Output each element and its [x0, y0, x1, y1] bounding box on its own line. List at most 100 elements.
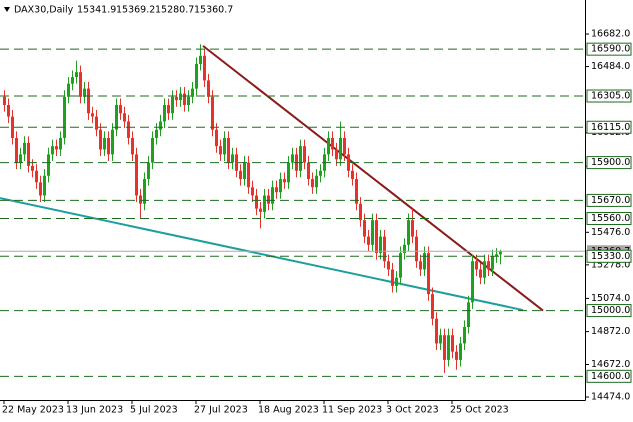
candle-body [219, 146, 222, 155]
level-box [586, 211, 632, 225]
candle-body [411, 220, 414, 237]
candle-body [95, 116, 98, 130]
candle-body [475, 261, 478, 270]
level-box [586, 249, 632, 263]
menu-arrow [4, 7, 10, 12]
candle-body [395, 277, 398, 286]
candle-body [227, 137, 230, 163]
candle-body [455, 351, 458, 360]
candle-body [187, 96, 190, 106]
candle-body [43, 175, 46, 196]
candle-body [167, 105, 170, 114]
candle-body [71, 77, 74, 84]
candle-body [443, 335, 446, 360]
candle-body [239, 170, 242, 180]
level-label: 15000.0 [591, 305, 630, 316]
candle-body [147, 162, 150, 180]
candle-body [499, 251, 502, 255]
x-tick-label: 25 Oct 2023 [450, 405, 509, 416]
y-tick-label: 16682.0 [591, 29, 630, 40]
candle-body [279, 179, 282, 193]
candle-body [243, 162, 246, 180]
candle-body [471, 261, 474, 303]
trendline [0, 197, 524, 312]
x-tick-label: 5 Jul 2023 [130, 405, 178, 416]
candle-body [247, 162, 250, 188]
candle-body [271, 187, 274, 204]
candle-body [427, 253, 430, 295]
candle-body [299, 146, 302, 171]
candle-body [399, 253, 402, 278]
level-label: 15330.0 [591, 251, 630, 262]
candle-body [351, 170, 354, 180]
candle-body [139, 195, 142, 204]
candle-body [379, 236, 382, 254]
candle-body [83, 88, 86, 97]
candle-body [311, 179, 314, 188]
candle-body [131, 137, 134, 155]
level-box [586, 304, 632, 318]
y-tick-label: 14872.0 [591, 326, 630, 337]
candle-body [163, 105, 166, 122]
candle-body [447, 335, 450, 360]
candle-body [23, 142, 26, 155]
level-box [586, 193, 632, 207]
candle-body [35, 170, 38, 183]
candle-body [27, 142, 30, 166]
candle-body [55, 146, 58, 150]
candle-body [19, 154, 22, 163]
candle-body [31, 165, 34, 171]
level-box [586, 42, 632, 56]
candle-body [91, 113, 94, 117]
candle-body [79, 72, 82, 97]
candle-body [199, 55, 202, 64]
candle-body [175, 96, 178, 101]
candle-body [171, 96, 174, 114]
candle-body [435, 318, 438, 344]
candle-body [235, 154, 238, 171]
x-tick-label: 27 Jul 2023 [194, 405, 248, 416]
candle-body [367, 236, 370, 245]
candle-body [123, 113, 126, 122]
candle-body [191, 88, 194, 97]
candle-body [407, 220, 410, 245]
y-tick-label: 14672.0 [591, 359, 630, 370]
candle-body [467, 302, 470, 328]
header-high: 15369.2 [116, 5, 155, 16]
candle-body [107, 137, 110, 155]
candle-body [207, 80, 210, 97]
candle-body [419, 261, 422, 270]
candle-body [391, 269, 394, 286]
candle-body [135, 154, 138, 196]
y-tick-label: 16484.0 [591, 61, 630, 72]
candle-body [359, 203, 362, 221]
candle-body [155, 129, 158, 138]
candle-body [3, 96, 6, 106]
candle-body [315, 175, 318, 188]
candle-body [327, 137, 330, 155]
level-label: 16305.0 [591, 91, 630, 102]
candle-body [491, 256, 494, 270]
candle-body [119, 105, 122, 114]
candle-body [355, 179, 358, 204]
y-tick-label: 15074.0 [591, 293, 630, 304]
candle-body [343, 137, 346, 155]
candle-body [387, 261, 390, 270]
level-label: 15670.0 [591, 195, 630, 206]
level-label: 14600.0 [591, 371, 630, 382]
candle-body [127, 121, 130, 138]
candle-body [251, 187, 254, 196]
candle-body [335, 149, 338, 160]
candle-body [483, 261, 486, 278]
candle-body [115, 105, 118, 130]
candle-body [195, 63, 198, 89]
candle-body [319, 170, 322, 176]
x-tick-label: 11 Sep 2023 [322, 405, 382, 416]
level-label: 16115.0 [591, 122, 630, 133]
candle-body [463, 327, 466, 344]
candle-body [183, 93, 186, 106]
candle-body [363, 220, 366, 237]
candle-body [371, 220, 374, 245]
candle-body [87, 88, 90, 114]
